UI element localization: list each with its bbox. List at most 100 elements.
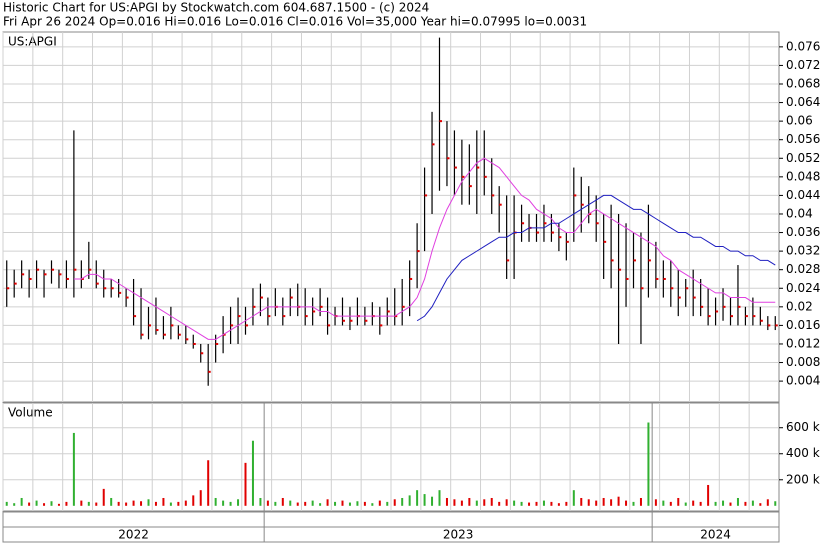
volume-bar bbox=[468, 497, 471, 506]
volume-bar bbox=[348, 502, 351, 506]
volume-bar bbox=[35, 500, 38, 506]
y-tick-label: 0.076 bbox=[786, 39, 820, 53]
volume-bar bbox=[610, 499, 613, 506]
volume-bar bbox=[72, 432, 75, 506]
volume-bar bbox=[550, 501, 553, 506]
volume-bar bbox=[639, 497, 642, 506]
volume-bar bbox=[722, 500, 725, 506]
y-tick-label: 0.016 bbox=[786, 318, 820, 332]
volume-bar bbox=[5, 501, 8, 506]
y-tick-label: 0.056 bbox=[786, 132, 820, 146]
volume-bar bbox=[13, 503, 16, 506]
volume-bar bbox=[647, 422, 650, 506]
y-tick-label: 0.024 bbox=[786, 281, 820, 295]
volume-bar bbox=[304, 501, 307, 506]
volume-bar bbox=[475, 500, 478, 506]
volume-bar bbox=[699, 501, 702, 506]
volume-label: Volume bbox=[8, 406, 53, 420]
volume-bar bbox=[229, 501, 232, 506]
volume-bar bbox=[528, 502, 531, 506]
y-tick-label: 0.02 bbox=[786, 299, 813, 313]
y-tick-label: 0.048 bbox=[786, 169, 820, 183]
y-tick-label: 0.06 bbox=[786, 114, 813, 128]
volume-bar bbox=[483, 499, 486, 506]
volume-bar bbox=[244, 462, 247, 506]
y-tick-label: 600 k bbox=[786, 420, 820, 434]
volume-bar bbox=[356, 501, 359, 506]
y-tick-label: 400 k bbox=[786, 446, 820, 460]
volume-bar bbox=[632, 501, 635, 506]
volume-bar bbox=[147, 499, 150, 506]
volume-bar bbox=[595, 500, 598, 506]
volume-bar bbox=[132, 500, 135, 506]
volume-bar bbox=[177, 501, 180, 506]
volume-bar bbox=[714, 501, 717, 506]
y-tick-label: 0.052 bbox=[786, 151, 820, 165]
volume-bar bbox=[751, 500, 754, 506]
volume-bar bbox=[565, 501, 568, 506]
volume-bar bbox=[162, 497, 165, 506]
volume-bar bbox=[87, 501, 90, 506]
volume-bar bbox=[281, 497, 284, 506]
y-tick-label: 0.032 bbox=[786, 244, 820, 258]
volume-bar bbox=[102, 488, 105, 506]
volume-bar bbox=[438, 490, 441, 506]
volume-bar bbox=[311, 500, 314, 506]
volume-bar bbox=[222, 500, 225, 506]
volume-bar bbox=[393, 499, 396, 506]
y-tick-label: 0.036 bbox=[786, 225, 820, 239]
volume-bar bbox=[326, 499, 329, 506]
volume-bar bbox=[729, 502, 732, 506]
volume-bar bbox=[445, 497, 448, 506]
volume-bar bbox=[214, 497, 217, 506]
volume-bar bbox=[625, 500, 628, 506]
volume-bar bbox=[557, 503, 560, 506]
volume-bar bbox=[453, 499, 456, 506]
volume-bar bbox=[587, 499, 590, 506]
volume-bar bbox=[199, 490, 202, 506]
y-tick-label: 200 k bbox=[786, 472, 820, 486]
volume-bar bbox=[274, 501, 277, 506]
volume-bar bbox=[57, 503, 60, 506]
y-tick-label: 0.064 bbox=[786, 95, 820, 109]
volume-bar bbox=[363, 501, 366, 506]
volume-bar bbox=[50, 501, 53, 506]
volume-bar bbox=[498, 501, 501, 506]
chart-subtitle: Fri Apr 26 2024 Op=0.016 Hi=0.016 Lo=0.0… bbox=[3, 15, 587, 29]
volume-bar bbox=[125, 502, 128, 506]
volume-bar bbox=[431, 496, 434, 506]
volume-bar bbox=[669, 501, 672, 506]
volume-bar bbox=[766, 499, 769, 506]
x-tick-label: 2023 bbox=[443, 528, 474, 542]
volume-bar bbox=[692, 500, 695, 506]
x-tick-label: 2024 bbox=[700, 528, 731, 542]
volume-bar bbox=[535, 501, 538, 506]
volume-bar bbox=[386, 501, 389, 506]
volume-bar bbox=[207, 460, 210, 506]
volume-bar bbox=[460, 500, 463, 506]
volume-bar bbox=[20, 497, 23, 506]
volume-bar bbox=[334, 501, 337, 506]
volume-bar bbox=[580, 497, 583, 506]
volume-bar bbox=[505, 499, 508, 506]
y-tick-label: 0.04 bbox=[786, 206, 813, 220]
volume-bar bbox=[117, 501, 120, 506]
volume-bar bbox=[319, 503, 322, 506]
volume-bar bbox=[378, 500, 381, 506]
chart-title: Historic Chart for US:APGI by Stockwatch… bbox=[3, 1, 429, 15]
y-tick-label: 0.072 bbox=[786, 58, 820, 72]
volume-bar bbox=[65, 501, 68, 506]
volume-bar bbox=[266, 500, 269, 506]
volume-bar bbox=[289, 500, 292, 506]
volume-bar bbox=[192, 495, 195, 506]
y-tick-label: 0.028 bbox=[786, 262, 820, 276]
volume-bar bbox=[95, 502, 98, 506]
volume-bar bbox=[707, 484, 710, 506]
volume-bar bbox=[140, 501, 143, 506]
volume-bar bbox=[184, 500, 187, 506]
volume-bar bbox=[371, 503, 374, 506]
volume-bar bbox=[259, 497, 262, 506]
volume-bar bbox=[43, 503, 46, 506]
volume-bar bbox=[774, 501, 777, 506]
